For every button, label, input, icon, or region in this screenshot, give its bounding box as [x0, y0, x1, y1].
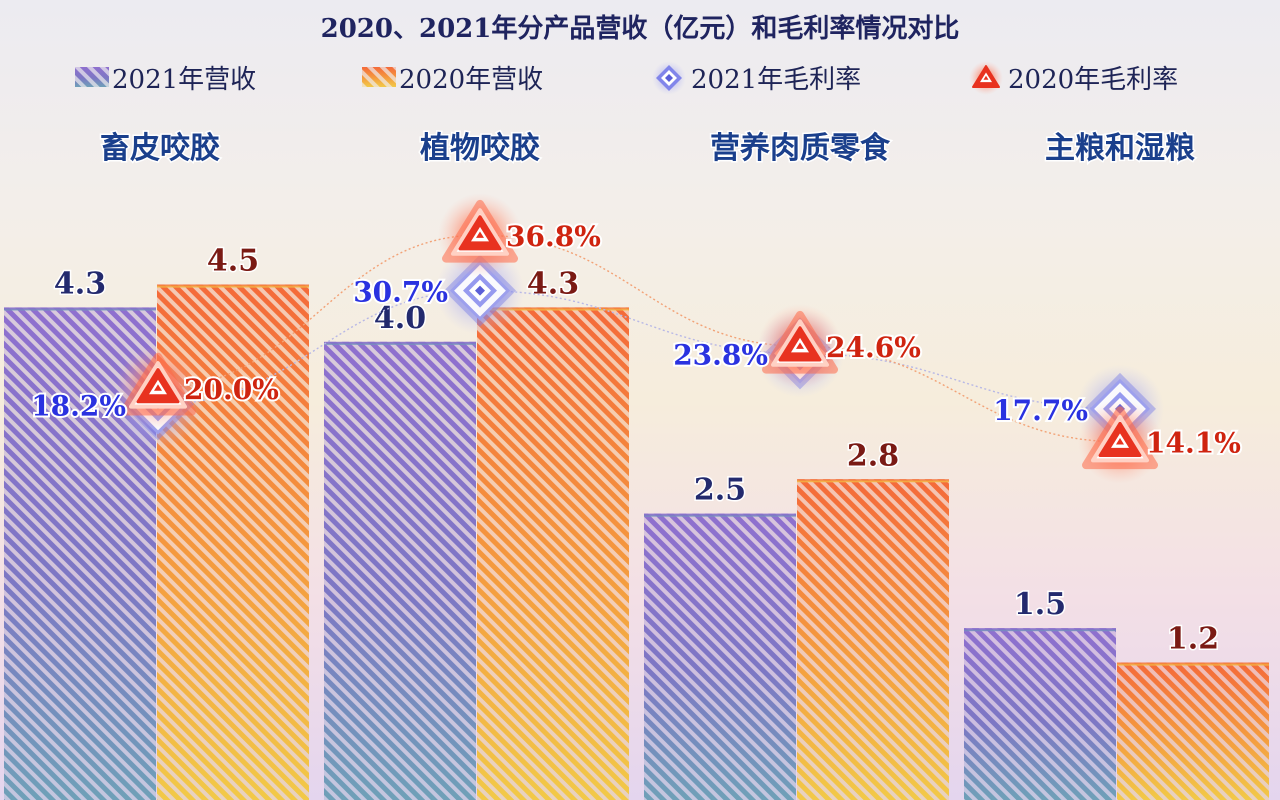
- legend-label: 2021年营收: [112, 65, 256, 95]
- rate-value-label: 17.7%: [993, 394, 1088, 427]
- rate-value-label: 23.8%: [673, 338, 768, 371]
- bar: [477, 307, 629, 800]
- bar-labels: 4.34.54.04.32.52.81.51.2: [52, 242, 1220, 658]
- legend-label: 2020年毛利率: [1008, 65, 1178, 95]
- triangle-marker: [116, 346, 200, 430]
- rate-value-label: 30.7%: [353, 276, 448, 309]
- rate-line: [157, 289, 1121, 410]
- category-label: 植物咬胶: [420, 131, 540, 166]
- legend-label: 2021年毛利率: [691, 65, 861, 95]
- bar: [644, 513, 796, 800]
- bar-value-label: 2.8: [847, 438, 899, 473]
- rate-labels: 18.2% 30.7% 23.8% 17.7% 20.0% 36.8% 24.6% 14.1%: [29, 218, 1243, 462]
- triangle-marker: [758, 304, 842, 389]
- bar: [964, 628, 1116, 800]
- chart-title: 2020、2021年分产品营收（亿元）和毛利率情况对比: [321, 13, 960, 44]
- bar-value-label: 4.0: [374, 301, 426, 336]
- bar-value-label: 1.5: [1014, 587, 1066, 622]
- bar-value-label: 2.5: [694, 473, 746, 508]
- rate-markers: [114, 193, 1164, 484]
- rate-value-label: 20.0%: [184, 373, 279, 406]
- legend: 2021年营收 2020年营收 2021年毛利率 2020年毛利率: [75, 61, 1178, 95]
- bar: [1117, 662, 1269, 800]
- triangle-marker: [438, 193, 522, 278]
- bar-value-label: 4.3: [54, 266, 106, 301]
- legend-item: 2020年毛利率: [969, 61, 1178, 95]
- rate-value-label: 36.8%: [506, 220, 601, 253]
- triangle-marker: [1078, 399, 1162, 484]
- rate-value-label: 18.2%: [31, 389, 126, 422]
- legend-label: 2020年营收: [399, 65, 543, 95]
- legend-item: 2020年营收: [362, 65, 543, 95]
- bar: [324, 341, 476, 800]
- rate-value-label: 24.6%: [826, 331, 921, 364]
- category-labels: 畜皮咬胶 植物咬胶 营养肉质零食 主粮和湿粮: [99, 130, 1197, 168]
- bar: [157, 284, 309, 800]
- category-label: 营养肉质零食: [710, 131, 891, 166]
- rate-line: [157, 234, 1121, 443]
- category-label: 主粮和湿粮: [1045, 131, 1195, 166]
- rate-lines: [157, 234, 1121, 443]
- bar: [797, 479, 949, 800]
- legend-item: 2021年营收: [75, 65, 256, 95]
- legend-item: 2021年毛利率: [652, 61, 861, 95]
- category-label: 畜皮咬胶: [100, 131, 220, 166]
- rate-value-label: 14.1%: [1146, 427, 1241, 460]
- bar-value-label: 1.2: [1167, 622, 1219, 657]
- bar-value-label: 4.5: [207, 244, 259, 279]
